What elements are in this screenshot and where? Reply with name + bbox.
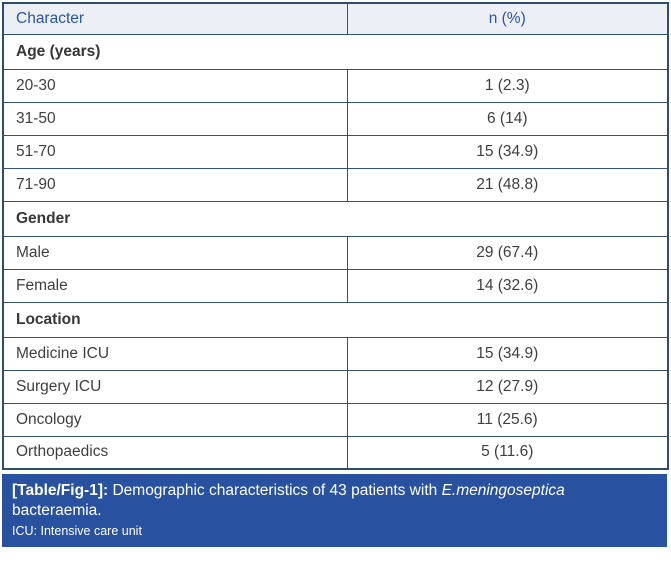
table-row: Medicine ICU 15 (34.9): [2, 336, 669, 371]
section-row-location: Location: [2, 301, 669, 338]
row-value: 12 (27.9): [346, 369, 669, 404]
demographics-table: Character n (%) Age (years) 20-30 1 (2.3…: [2, 2, 669, 470]
row-value: 6 (14): [346, 101, 669, 136]
row-value: 21 (48.8): [346, 167, 669, 202]
table-row: 20-30 1 (2.3): [2, 68, 669, 103]
caption-text: [Table/Fig-1]: Demographic characteristi…: [12, 481, 655, 521]
section-label: Location: [2, 301, 669, 338]
caption-organism-italic: E.meningoseptica: [441, 482, 565, 499]
row-value: 15 (34.9): [346, 336, 669, 371]
table-row: Oncology 11 (25.6): [2, 402, 669, 437]
row-label: Male: [2, 235, 348, 270]
table-row: 31-50 6 (14): [2, 101, 669, 136]
row-label: 71-90: [2, 167, 348, 202]
caption-footnote: ICU: Intensive care unit: [12, 523, 142, 538]
section-row-age: Age (years): [2, 33, 669, 70]
caption-tag: [Table/Fig-1]:: [12, 482, 109, 499]
row-value: 29 (67.4): [346, 235, 669, 270]
table-row: 71-90 21 (48.8): [2, 167, 669, 202]
row-label: Medicine ICU: [2, 336, 348, 371]
row-label: Oncology: [2, 402, 348, 437]
row-label: Orthopaedics: [2, 435, 348, 470]
row-value: 14 (32.6): [346, 268, 669, 303]
row-label: 31-50: [2, 101, 348, 136]
caption-body-before: Demographic characteristics of 43 patien…: [108, 482, 442, 499]
table-header-row: Character n (%): [2, 2, 669, 35]
table-caption: [Table/Fig-1]: Demographic characteristi…: [2, 474, 667, 547]
section-label: Age (years): [2, 33, 669, 70]
table-row: Female 14 (32.6): [2, 268, 669, 303]
row-label: 51-70: [2, 134, 348, 169]
row-value: 5 (11.6): [346, 435, 669, 470]
row-label: Female: [2, 268, 348, 303]
row-value: 11 (25.6): [346, 402, 669, 437]
row-value: 15 (34.9): [346, 134, 669, 169]
table-row: Surgery ICU 12 (27.9): [2, 369, 669, 404]
caption-body-after: bacteraemia.: [12, 501, 102, 519]
header-n-percent: n (%): [346, 2, 669, 35]
table-row: 51-70 15 (34.9): [2, 134, 669, 169]
row-value: 1 (2.3): [346, 68, 669, 103]
section-label: Gender: [2, 200, 669, 237]
row-label: 20-30: [2, 68, 348, 103]
table-row: Orthopaedics 5 (11.6): [2, 435, 669, 470]
header-character: Character: [2, 2, 348, 35]
table-row: Male 29 (67.4): [2, 235, 669, 270]
row-label: Surgery ICU: [2, 369, 348, 404]
section-row-gender: Gender: [2, 200, 669, 237]
